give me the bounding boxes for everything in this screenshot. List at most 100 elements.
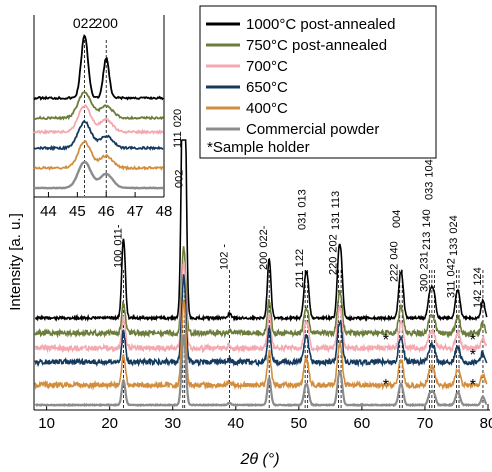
peak-label-hkl: 142 bbox=[472, 290, 484, 308]
legend-note: *Sample holder bbox=[207, 139, 310, 156]
x-tick-label: 60 bbox=[354, 415, 371, 432]
peak-label-hkl-alt: 124 bbox=[472, 267, 484, 285]
peak-label-hkl-alt: 042 bbox=[445, 258, 457, 276]
legend-items: 1000°C post-annealed 750°C post-annealed 7… bbox=[206, 16, 395, 138]
series-700-c bbox=[34, 261, 488, 354]
peak-label: 111020 bbox=[172, 109, 184, 148]
inset-series-commercial-powder bbox=[33, 160, 164, 190]
peak-label-hkl-alt: 122 bbox=[294, 249, 306, 267]
peak-label: 131113 bbox=[330, 191, 342, 230]
peak-label: 213140 bbox=[421, 209, 433, 250]
inset-x-tick-label: 44 bbox=[40, 203, 57, 220]
peak-label: 031013 bbox=[297, 189, 309, 230]
series-commercial-powder bbox=[34, 333, 488, 408]
inset-x-tick-label: 48 bbox=[156, 203, 173, 220]
sample-holder-marker: * bbox=[470, 332, 476, 349]
legend-label-commercial-powder: Commercial powder bbox=[246, 121, 379, 138]
peak-label-hkl: 111 bbox=[172, 131, 184, 148]
peak-label-hkl: 033 bbox=[423, 182, 435, 200]
x-tick-label: 70 bbox=[417, 415, 434, 432]
inset-series-650-c bbox=[33, 119, 164, 152]
legend-label-1000-c-post-annealed: 1000°C post-annealed bbox=[246, 16, 395, 33]
peak-label: 002 bbox=[174, 170, 186, 188]
peak-label: 133024 bbox=[448, 215, 460, 256]
peak-label-hkl: 004 bbox=[391, 210, 403, 228]
peak-label: 200 022- bbox=[258, 225, 270, 270]
series-1000-c-post-annealed bbox=[34, 139, 488, 323]
legend-box bbox=[199, 5, 437, 159]
peak-label-hkl: 211 bbox=[294, 271, 306, 288]
peak-label: 222040 bbox=[389, 241, 401, 282]
sample-holder-marker: * bbox=[470, 377, 476, 394]
peak-label-hkl-alt: 020 bbox=[172, 109, 184, 127]
main-x-ticks: 10 20 30 40 50 60 70 80 bbox=[38, 404, 492, 432]
peak-label-hkl-alt: 011- bbox=[113, 224, 125, 246]
sample-holder-marker: * bbox=[383, 332, 389, 349]
peak-label: 004 bbox=[391, 210, 403, 228]
inset-x-tick-label: 46 bbox=[98, 203, 115, 220]
inset-x-tick-label: 45 bbox=[69, 203, 86, 220]
peak-label-hkl-alt: 024 bbox=[448, 215, 460, 233]
legend-label-650-c: 650°C bbox=[246, 79, 288, 96]
peak-labels: 100011-111020002102-200022-2111220310132… bbox=[113, 109, 484, 308]
peak-label-hkl: 300 bbox=[418, 274, 430, 292]
legend: 1000°C post-annealed 750°C post-annealed 7… bbox=[199, 5, 437, 159]
x-axis-label: 2θ (°) bbox=[239, 451, 279, 468]
peak-label: 220202 bbox=[328, 234, 340, 275]
main-series-group bbox=[34, 139, 488, 408]
peak-label-hkl: 213 bbox=[421, 232, 433, 250]
series-650-c bbox=[34, 274, 488, 368]
inset-series-750-c-post-annealed bbox=[33, 91, 164, 121]
peak-label-hkl: 133 bbox=[448, 238, 460, 256]
peak-label-hkl: 220 bbox=[328, 257, 340, 275]
x-tick-label: 30 bbox=[164, 415, 181, 432]
x-tick-label: 40 bbox=[227, 415, 244, 432]
x-tick-label: 10 bbox=[38, 415, 55, 432]
peak-label-hkl: 311 bbox=[445, 280, 457, 298]
peak-label-hkl-alt: 040 bbox=[389, 241, 401, 259]
peak-label: 033104 bbox=[423, 159, 435, 200]
peak-label-hkl-alt: - bbox=[218, 244, 230, 248]
sample-holder-markers: * *** * bbox=[383, 332, 476, 394]
inset-series-700-c bbox=[33, 104, 164, 135]
x-tick-label: 20 bbox=[101, 415, 118, 432]
peak-label-hkl-alt: 202 bbox=[328, 234, 340, 252]
peak-label-hkl: 222 bbox=[389, 264, 401, 282]
peak-label-hkl: 200 bbox=[258, 252, 270, 270]
peak-label: 300231 bbox=[418, 251, 430, 292]
peak-label: 211122 bbox=[294, 249, 306, 288]
peak-label: 100 011- bbox=[113, 224, 125, 268]
series-400-c bbox=[34, 299, 488, 391]
x-tick-label: 80 bbox=[480, 415, 492, 432]
peak-label-hkl: 131 bbox=[330, 212, 342, 230]
x-tick-label: 50 bbox=[290, 415, 307, 432]
inset-x-ticks: 44 45 46 47 48 bbox=[40, 192, 172, 220]
peak-label: 142124 bbox=[472, 267, 484, 308]
inset-peak-label: 200 bbox=[95, 15, 119, 31]
inset-x-tick-label: 47 bbox=[127, 203, 144, 220]
y-axis-label: Intensity [a. u.] bbox=[7, 213, 24, 311]
sample-holder-marker: * bbox=[470, 347, 476, 364]
inset-series-400-c bbox=[33, 139, 164, 172]
legend-label-400-c: 400°C bbox=[246, 100, 288, 117]
peak-label: 102 - bbox=[218, 244, 230, 270]
peak-label-hkl: 102 bbox=[218, 252, 230, 270]
peak-label-hkl: 002 bbox=[174, 170, 186, 188]
inset-peak-label: 022 bbox=[73, 15, 97, 31]
sample-holder-marker: * bbox=[383, 377, 389, 394]
peak-label-hkl-alt: 013 bbox=[297, 189, 309, 207]
peak-label: 311042 bbox=[445, 258, 457, 298]
inset-guide-lines bbox=[84, 40, 107, 196]
peak-label-hkl-alt: 231 bbox=[418, 251, 430, 269]
legend-label-750-c-post-annealed: 750°C post-annealed bbox=[246, 37, 387, 54]
inset-series-group bbox=[33, 34, 164, 190]
peak-label-hkl-alt: 140 bbox=[421, 209, 433, 227]
peak-label-hkl-alt: 104 bbox=[423, 159, 435, 177]
peak-label-hkl: 100 bbox=[113, 250, 125, 268]
peak-label-hkl: 031 bbox=[297, 212, 309, 230]
peak-label-hkl-alt: 022- bbox=[258, 225, 270, 247]
legend-label-700-c: 700°C bbox=[246, 58, 288, 75]
